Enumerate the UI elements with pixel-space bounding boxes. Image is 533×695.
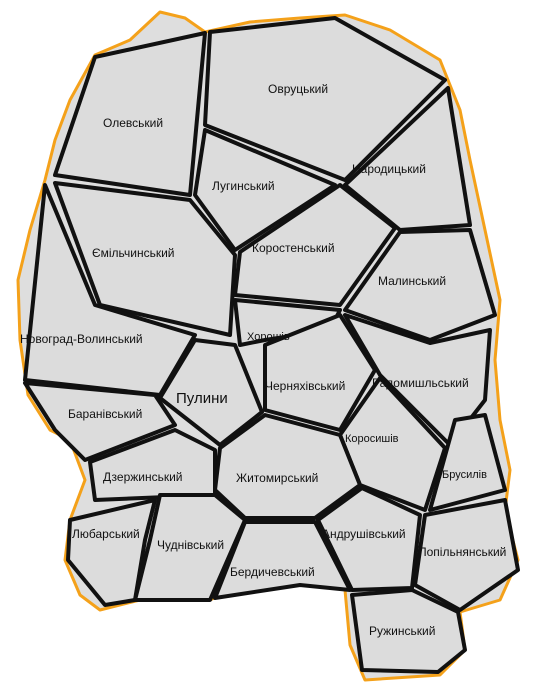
cell-baranivsky[interactable]: [23, 381, 177, 462]
cell-radomyshl[interactable]: [343, 313, 492, 447]
label-narodytsky: Народицький: [352, 162, 426, 176]
label-ruzhynsky: Ружинський: [369, 624, 435, 638]
cell-brusyliv[interactable]: [428, 413, 507, 512]
label-novohrad: Новоград-Волинський: [20, 332, 143, 346]
label-zhytomyrsky: Житомирський: [236, 471, 318, 485]
cell-chudnivsky[interactable]: [133, 493, 247, 602]
label-khoroshiv: Хорошів: [247, 331, 290, 343]
label-ovrutsky: Овруцький: [268, 82, 328, 96]
label-liubarsky: Любарський: [72, 527, 140, 541]
region-labels: Олевський Овруцький Лугинський Народицьк…: [20, 82, 506, 638]
cell-cherniakhiv[interactable]: [263, 313, 377, 432]
label-dzerzhynsky: Дзержинський: [103, 470, 183, 484]
label-radomyshl: Радомишльський: [372, 376, 469, 390]
cell-luhynsky[interactable]: [193, 128, 337, 252]
cell-yemilchynsky[interactable]: [53, 181, 237, 337]
label-yemilchynsky: Ємільчинський: [92, 246, 174, 260]
label-olevsky: Олевський: [103, 116, 163, 130]
cell-novohrad[interactable]: [23, 183, 197, 397]
cell-korosyshiv[interactable]: [338, 376, 447, 512]
cell-pulyny[interactable]: [158, 338, 264, 447]
label-brusyliv: Брусилів: [442, 469, 487, 481]
label-cherniakhiv: Черняхівський: [265, 379, 345, 393]
label-popilnia: Попільнянський: [418, 545, 506, 559]
cell-popilnia[interactable]: [413, 498, 520, 612]
label-luhynsky: Лугинський: [212, 179, 275, 193]
cell-andrushivsky[interactable]: [316, 486, 422, 592]
label-berdychiv: Бердичевський: [230, 565, 315, 579]
label-malynsky: Малинський: [378, 274, 446, 288]
cell-korostensky[interactable]: [233, 183, 397, 307]
cell-ruzhynsky[interactable]: [350, 588, 467, 674]
cell-olevsky[interactable]: [53, 31, 207, 197]
label-chudnivsky: Чуднівський: [157, 538, 224, 552]
label-andrushivsky: Андрушівський: [322, 527, 406, 541]
cell-malynsky[interactable]: [343, 228, 497, 342]
label-pulyny: Пулини: [176, 390, 228, 407]
label-baranivsky: Баранівський: [68, 407, 142, 421]
cell-ovrutsky[interactable]: [203, 16, 447, 182]
cell-dzerzhynsky[interactable]: [88, 428, 217, 502]
label-korostensky: Коростенський: [252, 241, 335, 255]
region-cells: [23, 16, 520, 674]
cell-zhytomyrsky[interactable]: [213, 413, 362, 520]
cell-berdychiv[interactable]: [213, 520, 352, 600]
label-korosyshiv: Коросишів: [345, 433, 399, 445]
